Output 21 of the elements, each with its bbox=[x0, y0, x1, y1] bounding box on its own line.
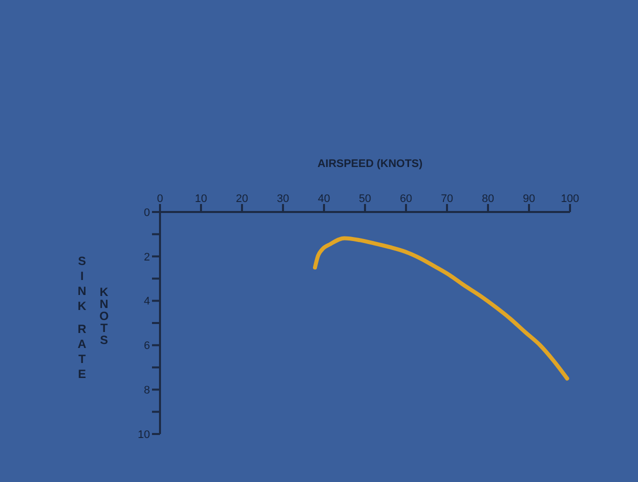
x-tick-label: 30 bbox=[276, 193, 290, 205]
text: KNOTS bbox=[98, 285, 110, 347]
x-tick-label: 60 bbox=[400, 193, 412, 205]
x-tick-label: 90 bbox=[522, 193, 536, 205]
x-axis-title: AIRSPEED (KNOTS) bbox=[316, 158, 424, 170]
x-tick-label: 40 bbox=[318, 193, 330, 205]
x-tick-label: 50 bbox=[358, 193, 372, 205]
x-tick-label: 0 bbox=[156, 193, 164, 205]
x-tick-label: 10 bbox=[194, 193, 208, 205]
x-tick-label: 80 bbox=[482, 193, 494, 205]
x-tick-label: 70 bbox=[440, 193, 454, 205]
y-tick-label: 0 bbox=[144, 206, 150, 219]
y-tick-label: 10 bbox=[138, 428, 150, 441]
y-tick-label: 8 bbox=[144, 384, 150, 397]
x-tick-label: 20 bbox=[236, 193, 248, 205]
x-tick-label: 100 bbox=[560, 193, 580, 205]
line-series bbox=[312, 236, 570, 380]
y-tick-label: 2 bbox=[144, 251, 150, 264]
y-tick-label: 6 bbox=[144, 340, 150, 352]
y-axis-title: SINK RATE bbox=[76, 254, 88, 382]
y-tick-label: 4 bbox=[144, 296, 150, 308]
